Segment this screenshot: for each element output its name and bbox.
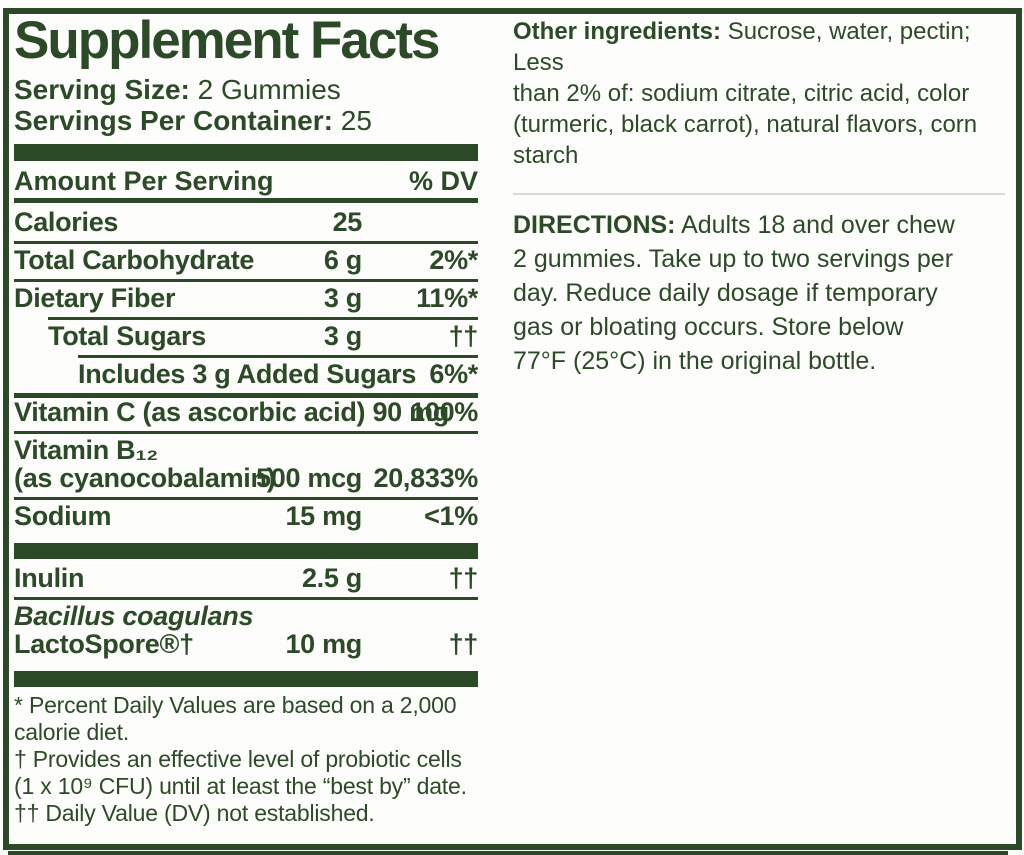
nutrient-name-line2: LactoSpore®† bbox=[14, 629, 194, 659]
serving-size-line: Serving Size: 2 Gummies bbox=[14, 74, 478, 105]
nutrient-row-added-sugars: Includes 3 g Added Sugars 6%* bbox=[78, 355, 478, 393]
nutrient-name: Calories bbox=[14, 207, 119, 237]
footnote-daily-values: * Percent Daily Values are based on a 2,… bbox=[14, 692, 457, 745]
nutrient-name: Sodium bbox=[14, 501, 112, 531]
divider-bar bbox=[14, 144, 478, 161]
nutrient-name: Vitamin B₁₂ (as cyanocobalamin) bbox=[14, 435, 276, 493]
next-panel-edge-bar bbox=[8, 851, 1008, 855]
supplement-facts-column: Supplement Facts Serving Size: 2 Gummies… bbox=[9, 14, 478, 844]
nutrient-name: Total Carbohydrate bbox=[14, 245, 255, 275]
nutrient-name: Vitamin C (as ascorbic acid) bbox=[14, 397, 366, 427]
serving-size-value: 2 Gummies bbox=[197, 74, 341, 105]
directions-paragraph: DIRECTIONS: Adults 18 and over chew 2 gu… bbox=[513, 208, 1005, 378]
serving-size-label: Serving Size: bbox=[14, 74, 190, 105]
nutrient-amount: 25 bbox=[332, 207, 363, 237]
other-ingredients-paragraph: Other ingredients: Sucrose, water, pecti… bbox=[513, 16, 1005, 171]
supplement-label-panel: Supplement Facts Serving Size: 2 Gummies… bbox=[3, 8, 1022, 850]
nutrient-amount: 90 mg bbox=[372, 397, 449, 427]
nutrient-amount: 6 g bbox=[323, 245, 362, 275]
nutrient-name-line1: Vitamin B₁₂ bbox=[14, 435, 158, 465]
nutrient-row-vitamin-c: Vitamin C (as ascorbic acid) 90 mg 100% bbox=[14, 393, 478, 431]
nutrient-dv: 20,833% bbox=[373, 463, 479, 493]
nutrient-name-line2: (as cyanocobalamin) bbox=[14, 463, 276, 493]
nutrient-dv: <1% bbox=[424, 501, 478, 531]
nutrient-dv: †† bbox=[448, 629, 479, 659]
nutrient-name-amount: Vitamin C (as ascorbic acid) 90 mg bbox=[14, 397, 449, 427]
nutrient-row-calories: Calories 25 bbox=[14, 203, 478, 241]
section-divider bbox=[513, 193, 1005, 195]
nutrient-row-total-carbohydrate: Total Carbohydrate 6 g 2%* bbox=[14, 241, 478, 279]
table-header-row: Amount Per Serving % DV bbox=[14, 161, 478, 203]
nutrient-row-dietary-fiber: Dietary Fiber 3 g 11%* bbox=[14, 279, 478, 317]
nutrient-amount: 3 g bbox=[323, 321, 362, 351]
nutrient-dv: †† bbox=[448, 321, 479, 351]
supplement-facts-title: Supplement Facts bbox=[14, 11, 440, 70]
directions-text: Adults 18 and over chew 2 gummies. Take … bbox=[513, 211, 955, 375]
other-ingredients-text: Sucrose, water, pectin; Less than 2% of:… bbox=[513, 18, 978, 169]
amount-per-serving-header: Amount Per Serving bbox=[14, 166, 274, 196]
nutrient-dv: †† bbox=[448, 563, 479, 593]
nutrient-name: Includes 3 g Added Sugars bbox=[78, 359, 417, 389]
percent-dv-header: % DV bbox=[408, 166, 478, 196]
nutrient-dv: 2%* bbox=[429, 245, 478, 275]
nutrient-amount: 3 g bbox=[323, 283, 362, 313]
directions-label: DIRECTIONS: bbox=[513, 211, 676, 239]
nutrient-dv: 11%* bbox=[416, 283, 478, 313]
nutrient-dv: 6%* bbox=[429, 359, 478, 389]
nutrient-row-total-sugars: Total Sugars 3 g †† bbox=[48, 317, 478, 355]
servings-per-container-line: Servings Per Container: 25 bbox=[14, 105, 478, 136]
serving-info: Serving Size: 2 Gummies Servings Per Con… bbox=[14, 74, 478, 136]
servings-per-container-value: 25 bbox=[340, 105, 372, 136]
nutrient-name: Bacillus coagulans LactoSpore®† bbox=[14, 601, 254, 659]
nutrient-amount: 10 mg bbox=[285, 629, 362, 659]
other-ingredients-label: Other ingredients: bbox=[513, 18, 722, 45]
nutrient-name: Dietary Fiber bbox=[14, 283, 176, 313]
nutrient-row-vitamin-b12: Vitamin B₁₂ (as cyanocobalamin) 500 mcg … bbox=[14, 431, 478, 497]
nutrient-name: Total Sugars bbox=[48, 321, 206, 351]
nutrient-dv: 100% bbox=[410, 397, 478, 427]
footnotes-section: * Percent Daily Values are based on a 2,… bbox=[14, 692, 478, 827]
nutrient-name-line1: Bacillus coagulans bbox=[14, 601, 254, 631]
nutrient-amount: 2.5 g bbox=[301, 563, 362, 593]
divider-bar bbox=[14, 543, 478, 559]
footnote-probiotic-cells: † Provides an effective level of probiot… bbox=[14, 746, 467, 799]
divider-bar bbox=[14, 671, 478, 687]
nutrient-row-inulin: Inulin 2.5 g †† bbox=[14, 559, 478, 597]
nutrient-row-bacillus-coagulans: Bacillus coagulans LactoSpore®† 10 mg †† bbox=[14, 597, 478, 663]
nutrient-name: Inulin bbox=[14, 563, 85, 593]
servings-per-container-label: Servings Per Container: bbox=[14, 105, 333, 136]
nutrient-amount: 500 mcg bbox=[256, 463, 362, 493]
nutrient-amount: 15 mg bbox=[285, 501, 362, 531]
info-column: Other ingredients: Sucrose, water, pecti… bbox=[513, 14, 1005, 844]
nutrient-row-sodium: Sodium 15 mg <1% bbox=[14, 497, 478, 535]
footnote-dv-not-established: †† Daily Value (DV) not established. bbox=[14, 800, 375, 826]
